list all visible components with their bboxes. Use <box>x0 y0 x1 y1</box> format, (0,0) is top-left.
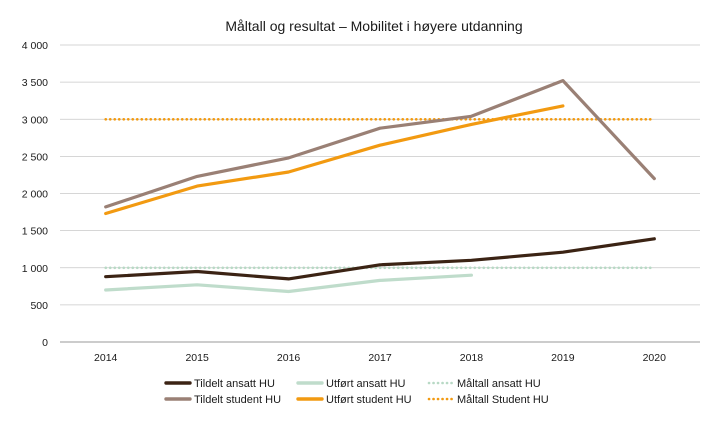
x-axis: 2014 2015 2016 2017 2018 2019 2020 <box>94 352 666 364</box>
series-line-tildelt-student-hu <box>104 79 656 209</box>
x-tick-label: 2015 <box>185 352 209 364</box>
y-tick-label: 2 000 <box>22 189 48 201</box>
legend-label-maltall-student-hu: Måltall Student HU <box>457 394 549 406</box>
series-lines <box>104 79 656 294</box>
y-tick-label: 4 000 <box>22 40 48 52</box>
legend-label-tildelt-student-hu: Tildelt student HU <box>194 394 281 406</box>
series-line-utfort-ansatt-hu <box>104 273 473 294</box>
x-tick-label: 2014 <box>94 352 118 364</box>
legend-label-maltall-ansatt-hu: Måltall ansatt HU <box>457 378 541 390</box>
legend-label-tildelt-ansatt-hu: Tildelt ansatt HU <box>194 378 275 390</box>
grid <box>60 44 700 343</box>
chart-title: Måltall og resultat – Mobilitet i høyere… <box>225 18 522 34</box>
series-line-tildelt-ansatt-hu <box>104 237 656 281</box>
x-tick-label: 2020 <box>643 352 667 364</box>
x-tick-label: 2017 <box>368 352 392 364</box>
legend: Tildelt ansatt HU Tildelt student HU Utfør… <box>164 378 549 406</box>
y-tick-label: 1 000 <box>22 263 48 275</box>
y-tick-label: 500 <box>30 300 48 312</box>
y-tick-label: 3 000 <box>22 114 48 126</box>
y-tick-label: 3 500 <box>22 77 48 89</box>
y-tick-label: 1 500 <box>22 226 48 238</box>
legend-label-utfort-student-hu: Utført student HU <box>326 394 412 406</box>
x-tick-label: 2018 <box>460 352 484 364</box>
legend-label-utfort-ansatt-hu: Utført ansatt HU <box>326 378 406 390</box>
y-tick-label: 0 <box>42 337 48 349</box>
y-axis: 0 500 1 000 1 500 2 000 2 500 3 000 3 500 4 000 <box>22 40 48 349</box>
y-tick-label: 2 500 <box>22 151 48 163</box>
x-tick-label: 2019 <box>551 352 575 364</box>
x-tick-label: 2016 <box>277 352 301 364</box>
series-line-utfort-student-hu <box>104 104 565 216</box>
